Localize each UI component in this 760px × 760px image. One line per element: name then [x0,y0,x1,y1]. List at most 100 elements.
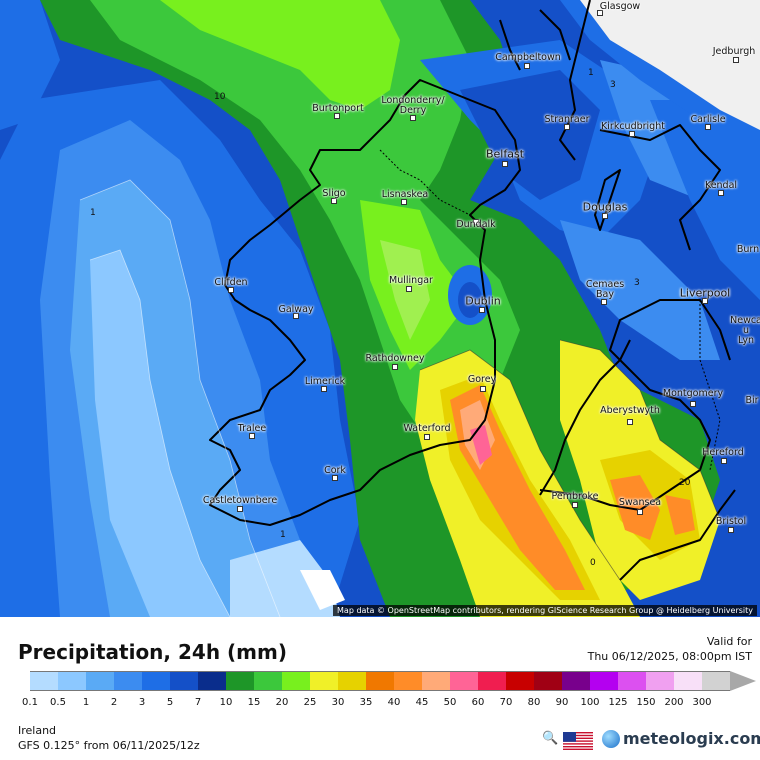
scale-tick-label: 100 [580,697,600,708]
city-dot [629,131,635,137]
scale-swatch [478,672,506,690]
city-label-carlisle: Carlisle [690,114,726,126]
scale-tick-label: 80 [527,697,541,708]
scale-swatch [338,672,366,690]
scale-tick-label: 45 [415,697,429,708]
city-label-burtonport: Burtonport [312,103,364,115]
city-label-dundalk: Dundalk [456,219,496,231]
map-canvas [0,0,760,617]
scale-tick-label: 40 [387,697,401,708]
contour-label: 3 [610,80,616,90]
model-run-label: GFS 0.125° from 06/11/2025/12z [18,739,200,752]
city-dot [480,386,486,392]
legend-title: Precipitation, 24h (mm) [18,640,287,664]
city-label-clifden: Clifden [214,277,248,289]
contour-label: 20 [679,478,691,488]
city-dot [410,115,416,121]
scale-swatch [142,672,170,690]
scale-tick-label: 25 [303,697,317,708]
city-label-burn: Burn [736,244,760,256]
scale-tick-label: 20 [275,697,289,708]
city-label-tralee: Tralee [237,423,267,435]
globe-icon [602,729,620,748]
city-dot [401,199,407,205]
city-label-belfast: Belfast [485,147,525,161]
city-label-limerick: Limerick [304,376,346,388]
us-flag-icon[interactable] [563,732,593,750]
city-label-cemaes-bay: Cemaes Bay [585,279,625,301]
scale-tick-label: 150 [636,697,656,708]
city-dot [637,509,643,515]
city-label-stranraer: Stranraer [544,114,590,126]
scale-swatch [422,672,450,690]
city-label-douglas: Douglas [582,200,628,214]
scale-swatch [366,672,394,690]
city-dot [473,219,479,225]
city-label-montgomery: Montgomery [662,388,724,400]
scale-swatch [506,672,534,690]
brand-name: meteologix.com [623,729,760,748]
city-dot [728,527,734,533]
scale-tick-label: 70 [499,697,513,708]
city-label-bir: Bir [745,395,759,407]
scale-tick-label: 5 [166,697,174,708]
magnifier-hd-icon[interactable]: 🔍 [542,731,559,746]
city-dot [597,10,603,16]
city-dot [334,113,340,119]
city-label-castletownbere: Castletownbere [202,495,278,507]
scale-swatch [226,672,254,690]
city-label-bristol: Bristol [715,516,747,528]
city-label-sligo: Sligo [322,188,346,200]
city-label-rathdowney: Rathdowney [365,353,425,365]
city-label-pembroke: Pembroke [551,491,599,503]
city-label-londonderry: Londonderry/ Derry [381,95,445,117]
scale-arrow-right [730,671,756,691]
scale-swatch [254,672,282,690]
scale-tick-label: 300 [692,697,712,708]
contour-label: 1 [588,68,594,78]
color-scale [30,671,730,691]
city-dot [702,298,708,304]
scale-tick-label: 7 [194,697,202,708]
scale-swatch [30,672,58,690]
city-dot [332,475,338,481]
scale-swatch [450,672,478,690]
brand-logo[interactable]: meteologix.com [602,729,760,748]
scale-tick-label: 200 [664,697,684,708]
scale-swatch [702,672,730,690]
precipitation-map[interactable]: Glasgow Jedburgh Campbeltown Londonderry… [0,0,760,617]
city-dot [602,213,608,219]
city-label-aberystwyth: Aberystwyth [600,405,660,417]
city-dot [249,433,255,439]
city-dot [406,286,412,292]
scale-tick-label: 35 [359,697,373,708]
city-label-waterford: Waterford [403,423,451,435]
city-label-cork: Cork [324,465,346,477]
city-label-galway: Galway [278,304,314,316]
city-label-swansea: Swansea [618,497,662,509]
contour-label: 1 [280,530,286,540]
city-dot [564,124,570,130]
scale-tick-label: 30 [331,697,345,708]
city-label-kirkcudbright: Kirkcudbright [601,121,665,133]
city-dot [690,401,696,407]
city-dot [321,386,327,392]
city-label-campbeltown: Campbeltown [495,52,561,64]
city-label-gorey: Gorey [467,374,497,386]
scale-swatch [86,672,114,690]
city-dot [572,502,578,508]
scale-swatch [674,672,702,690]
city-dot [601,299,607,305]
city-label-newcastle: Newca u Lyn [730,315,760,347]
contour-label: 10 [214,92,226,102]
city-dot [705,124,711,130]
map-attribution: Map data © OpenStreetMap contributors, r… [333,605,757,616]
city-dot [479,307,485,313]
scale-tick-label: 0.1 [22,697,38,708]
scale-swatch [646,672,674,690]
city-dot [331,198,337,204]
scale-swatch [618,672,646,690]
city-dot [424,434,430,440]
city-label-kendal: Kendal [704,180,738,192]
valid-time: Thu 06/12/2025, 08:00pm IST [587,650,752,663]
